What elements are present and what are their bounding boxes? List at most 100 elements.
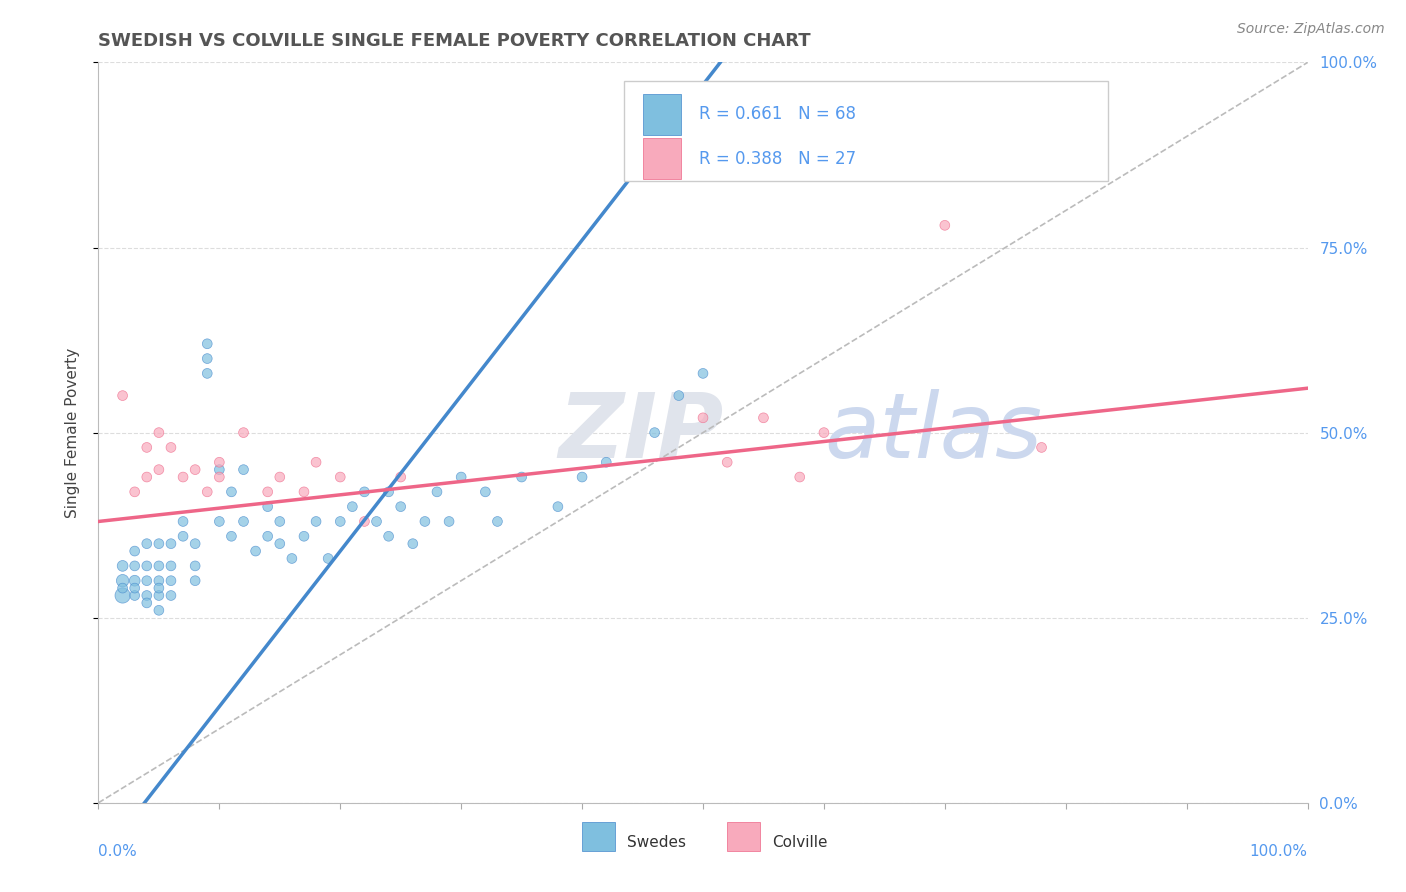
Point bbox=[124, 589, 146, 603]
Text: atlas: atlas bbox=[824, 389, 1042, 476]
Point bbox=[329, 470, 352, 484]
Point bbox=[172, 470, 194, 484]
Point bbox=[437, 515, 460, 529]
Point bbox=[135, 589, 157, 603]
Point bbox=[184, 462, 207, 476]
Point bbox=[256, 529, 278, 543]
Point bbox=[148, 589, 170, 603]
Point bbox=[269, 536, 291, 550]
Point bbox=[195, 367, 218, 381]
FancyBboxPatch shape bbox=[624, 81, 1108, 181]
Point bbox=[148, 536, 170, 550]
Text: R = 0.388   N = 27: R = 0.388 N = 27 bbox=[699, 150, 856, 168]
Point bbox=[366, 515, 388, 529]
Point bbox=[135, 536, 157, 550]
Text: 0.0%: 0.0% bbox=[98, 844, 138, 858]
Point bbox=[221, 529, 243, 543]
Point bbox=[184, 574, 207, 588]
Point bbox=[148, 462, 170, 476]
Point bbox=[510, 470, 533, 484]
Point bbox=[377, 529, 399, 543]
Point bbox=[195, 351, 218, 366]
Point bbox=[245, 544, 267, 558]
Point bbox=[813, 425, 835, 440]
Point bbox=[474, 484, 496, 499]
Point bbox=[256, 500, 278, 514]
Point bbox=[292, 484, 315, 499]
Point bbox=[208, 462, 231, 476]
Point bbox=[292, 529, 315, 543]
Point bbox=[111, 574, 134, 588]
Text: Colville: Colville bbox=[772, 835, 827, 849]
Point bbox=[160, 589, 183, 603]
Text: ZIP: ZIP bbox=[558, 389, 723, 476]
Text: 100.0%: 100.0% bbox=[1250, 844, 1308, 858]
Text: Source: ZipAtlas.com: Source: ZipAtlas.com bbox=[1237, 22, 1385, 37]
Point bbox=[124, 544, 146, 558]
Point bbox=[135, 596, 157, 610]
Point bbox=[111, 589, 134, 603]
Point bbox=[668, 388, 690, 402]
FancyBboxPatch shape bbox=[643, 138, 682, 179]
Point bbox=[256, 484, 278, 499]
FancyBboxPatch shape bbox=[643, 94, 682, 135]
Text: SWEDISH VS COLVILLE SINGLE FEMALE POVERTY CORRELATION CHART: SWEDISH VS COLVILLE SINGLE FEMALE POVERT… bbox=[98, 32, 811, 50]
Point bbox=[413, 515, 436, 529]
Text: Swedes: Swedes bbox=[627, 835, 686, 849]
Point bbox=[135, 558, 157, 573]
Point bbox=[195, 484, 218, 499]
Point bbox=[135, 574, 157, 588]
Point bbox=[221, 484, 243, 499]
Point bbox=[716, 455, 738, 469]
Y-axis label: Single Female Poverty: Single Female Poverty bbox=[65, 348, 80, 517]
Point bbox=[124, 558, 146, 573]
Point bbox=[353, 515, 375, 529]
Point bbox=[124, 574, 146, 588]
Point bbox=[124, 581, 146, 595]
Point bbox=[160, 558, 183, 573]
Point bbox=[184, 558, 207, 573]
Point bbox=[208, 515, 231, 529]
Point bbox=[148, 425, 170, 440]
Point bbox=[402, 536, 425, 550]
Point bbox=[148, 581, 170, 595]
Point bbox=[377, 484, 399, 499]
Point bbox=[208, 455, 231, 469]
FancyBboxPatch shape bbox=[727, 822, 759, 851]
Point bbox=[172, 515, 194, 529]
Point bbox=[160, 536, 183, 550]
Point bbox=[571, 470, 593, 484]
Point bbox=[305, 515, 328, 529]
Point bbox=[232, 515, 254, 529]
Point bbox=[1031, 441, 1053, 455]
Point bbox=[389, 500, 412, 514]
Point bbox=[269, 470, 291, 484]
Point bbox=[644, 425, 666, 440]
Point bbox=[135, 441, 157, 455]
Point bbox=[450, 470, 472, 484]
Point bbox=[342, 500, 364, 514]
Point bbox=[148, 558, 170, 573]
Point bbox=[148, 574, 170, 588]
Point bbox=[692, 367, 714, 381]
Point bbox=[172, 529, 194, 543]
Point bbox=[486, 515, 509, 529]
Point bbox=[111, 388, 134, 402]
Point bbox=[353, 484, 375, 499]
Point bbox=[547, 500, 569, 514]
Point bbox=[111, 581, 134, 595]
Point bbox=[692, 410, 714, 425]
Point bbox=[160, 441, 183, 455]
Point bbox=[124, 484, 146, 499]
FancyBboxPatch shape bbox=[582, 822, 614, 851]
Point bbox=[281, 551, 304, 566]
Point bbox=[305, 455, 328, 469]
Point bbox=[208, 470, 231, 484]
Point bbox=[148, 603, 170, 617]
Point bbox=[329, 515, 352, 529]
Point bbox=[269, 515, 291, 529]
Point bbox=[595, 455, 617, 469]
Point bbox=[160, 574, 183, 588]
Point bbox=[184, 536, 207, 550]
Point bbox=[195, 336, 218, 351]
